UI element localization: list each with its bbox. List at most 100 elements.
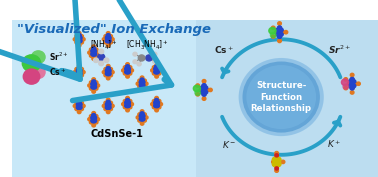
Text: K$^-$: K$^-$ xyxy=(222,139,236,150)
Circle shape xyxy=(91,119,95,123)
Text: Cs$^+$: Cs$^+$ xyxy=(49,66,66,78)
Circle shape xyxy=(269,27,276,34)
Circle shape xyxy=(110,70,114,74)
Circle shape xyxy=(154,70,158,74)
Circle shape xyxy=(109,67,113,71)
Circle shape xyxy=(126,104,130,108)
Circle shape xyxy=(122,69,125,72)
Circle shape xyxy=(105,105,110,109)
Circle shape xyxy=(275,152,279,155)
Circle shape xyxy=(140,83,144,87)
Circle shape xyxy=(77,44,81,47)
Circle shape xyxy=(277,26,282,30)
Circle shape xyxy=(96,51,100,54)
Circle shape xyxy=(141,80,145,84)
Circle shape xyxy=(90,121,93,124)
Text: [CH$_3$NH$_4$]$^+$: [CH$_3$NH$_4$]$^+$ xyxy=(126,39,169,53)
Text: Sr$^{2+}$: Sr$^{2+}$ xyxy=(328,44,351,56)
Circle shape xyxy=(353,82,357,85)
Circle shape xyxy=(139,117,143,121)
Circle shape xyxy=(91,82,95,86)
Circle shape xyxy=(275,156,279,159)
Circle shape xyxy=(155,69,158,72)
Circle shape xyxy=(146,55,152,61)
Circle shape xyxy=(104,107,108,111)
Circle shape xyxy=(105,72,110,76)
Circle shape xyxy=(77,39,81,43)
Circle shape xyxy=(157,72,161,75)
Circle shape xyxy=(107,102,111,106)
Circle shape xyxy=(94,87,98,90)
Circle shape xyxy=(139,80,143,84)
Circle shape xyxy=(96,118,100,121)
Circle shape xyxy=(125,101,129,105)
Circle shape xyxy=(276,28,280,32)
Circle shape xyxy=(278,39,281,43)
Circle shape xyxy=(77,104,81,108)
Circle shape xyxy=(155,104,159,108)
Circle shape xyxy=(352,80,356,83)
Circle shape xyxy=(278,26,281,30)
Circle shape xyxy=(110,38,114,41)
Circle shape xyxy=(77,105,81,109)
Circle shape xyxy=(77,34,81,37)
Circle shape xyxy=(140,78,144,82)
Circle shape xyxy=(126,67,130,71)
Circle shape xyxy=(196,93,200,96)
Circle shape xyxy=(94,121,98,124)
Circle shape xyxy=(106,34,110,37)
Circle shape xyxy=(80,67,84,71)
Circle shape xyxy=(107,72,111,76)
Circle shape xyxy=(92,124,96,127)
Circle shape xyxy=(140,116,144,119)
Circle shape xyxy=(92,118,96,121)
Circle shape xyxy=(91,49,95,53)
Circle shape xyxy=(104,67,108,71)
Circle shape xyxy=(151,69,154,72)
Circle shape xyxy=(105,69,110,73)
Circle shape xyxy=(78,36,82,40)
Circle shape xyxy=(350,86,354,90)
Circle shape xyxy=(123,99,127,103)
Circle shape xyxy=(152,99,156,103)
Circle shape xyxy=(125,70,129,74)
Circle shape xyxy=(277,35,282,38)
Circle shape xyxy=(139,114,143,118)
Circle shape xyxy=(144,82,148,85)
Text: [NH$_4$]$^+$: [NH$_4$]$^+$ xyxy=(90,39,118,53)
Text: Sr$^{2+}$: Sr$^{2+}$ xyxy=(49,51,69,63)
Circle shape xyxy=(274,159,279,164)
Circle shape xyxy=(76,39,81,43)
Circle shape xyxy=(82,38,85,41)
Circle shape xyxy=(341,79,349,85)
Circle shape xyxy=(128,72,132,75)
Circle shape xyxy=(106,70,110,74)
Circle shape xyxy=(200,90,204,94)
Circle shape xyxy=(271,26,275,30)
Circle shape xyxy=(246,65,316,129)
Text: Structure-
Function
Relationship: Structure- Function Relationship xyxy=(251,81,312,113)
Circle shape xyxy=(344,78,348,81)
Circle shape xyxy=(139,83,143,87)
Circle shape xyxy=(77,100,81,104)
Circle shape xyxy=(126,101,130,105)
Circle shape xyxy=(105,39,110,43)
Circle shape xyxy=(140,88,144,91)
Circle shape xyxy=(126,63,129,66)
Circle shape xyxy=(92,84,96,87)
Circle shape xyxy=(90,48,93,51)
Circle shape xyxy=(92,90,96,93)
Circle shape xyxy=(94,81,98,84)
Circle shape xyxy=(137,62,141,66)
Circle shape xyxy=(93,82,96,86)
Circle shape xyxy=(98,54,105,60)
Circle shape xyxy=(77,38,81,41)
Circle shape xyxy=(350,86,354,90)
Circle shape xyxy=(92,45,96,48)
Circle shape xyxy=(278,35,281,38)
Circle shape xyxy=(125,65,130,68)
Circle shape xyxy=(76,36,81,40)
Circle shape xyxy=(144,116,148,119)
Circle shape xyxy=(93,52,96,56)
Circle shape xyxy=(31,51,45,63)
